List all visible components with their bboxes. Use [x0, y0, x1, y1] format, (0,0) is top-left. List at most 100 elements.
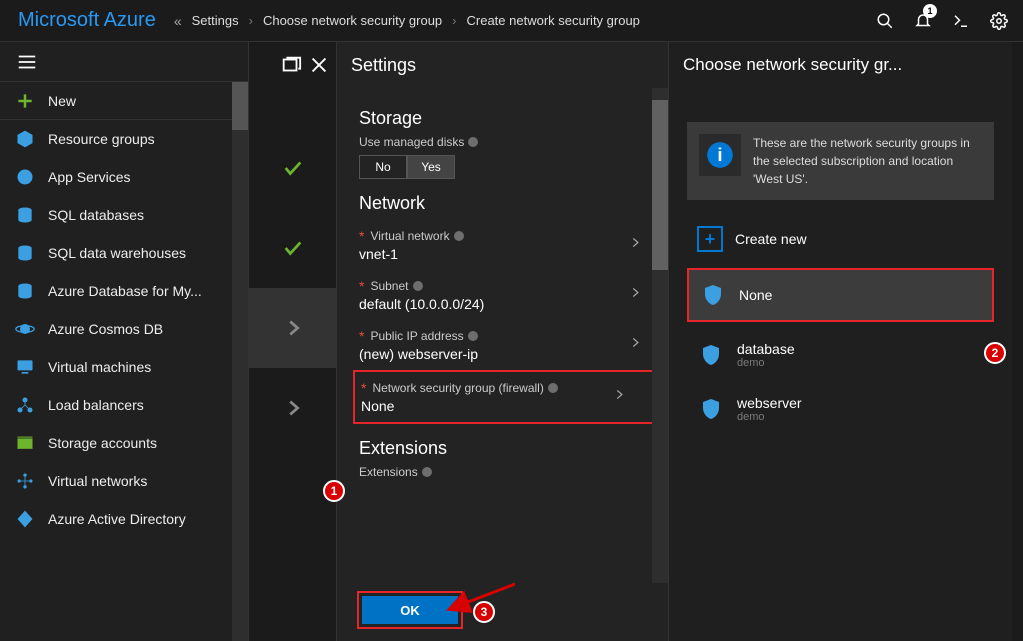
database-icon	[14, 204, 36, 226]
close-icon[interactable]	[308, 54, 330, 76]
managed-disks-toggle[interactable]: No Yes	[359, 155, 668, 179]
field-nsg[interactable]: *Network security group (firewall) None	[361, 372, 652, 422]
sidebar-item-sql-dw[interactable]: SQL data warehouses	[0, 234, 248, 272]
blade-step-current[interactable]	[249, 288, 336, 368]
info-dot-icon[interactable]	[548, 383, 558, 393]
nsg-create-new[interactable]: + Create new	[687, 216, 994, 262]
sidebar-item-label: Load balancers	[48, 397, 144, 413]
nsg-blade: Choose network security gr... i These ar…	[668, 42, 1012, 641]
sidebar-item-aad[interactable]: Azure Active Directory	[0, 500, 248, 538]
sidebar-scrollbar[interactable]	[232, 82, 248, 641]
field-subnet[interactable]: *Subnet default (10.0.0.0/24)	[359, 270, 668, 320]
blade-header: Settings	[337, 42, 668, 88]
field-value: None	[361, 398, 632, 414]
cloud-shell-icon[interactable]	[943, 0, 979, 42]
breadcrumb-item[interactable]: Settings	[192, 13, 239, 28]
sidebar-item-virtual-networks[interactable]: Virtual networks	[0, 462, 248, 500]
sidebar-item-azure-db-mysql[interactable]: Azure Database for My...	[0, 272, 248, 310]
breadcrumb-collapse-icon[interactable]: «	[174, 13, 182, 29]
extensions-label: Extensions	[359, 465, 668, 479]
globe-icon	[14, 166, 36, 188]
sidebar-item-label: SQL databases	[48, 207, 144, 223]
sidebar-item-label: Azure Active Directory	[48, 511, 186, 527]
breadcrumb-item[interactable]: Create network security group	[467, 13, 640, 28]
sidebar-item-label: Azure Database for My...	[48, 283, 202, 299]
svg-text:i: i	[717, 144, 722, 165]
ok-button[interactable]: OK	[362, 596, 458, 624]
list-item-label: None	[739, 287, 772, 303]
annotation-badge-3: 3	[473, 601, 495, 623]
list-item-label: database	[737, 341, 795, 357]
sidebar-item-label: Storage accounts	[48, 435, 157, 451]
blade-title: Settings	[351, 55, 416, 76]
chevron-right-icon	[628, 236, 642, 255]
seg-yes[interactable]: Yes	[407, 155, 455, 179]
sidebar-item-label: Virtual machines	[48, 359, 151, 375]
blade-header: Choose network security gr...	[669, 42, 1012, 88]
blade-step-done[interactable]	[249, 128, 336, 208]
field-value: vnet-1	[359, 246, 648, 262]
annotation-highlight-1: *Network security group (firewall) None	[353, 370, 654, 424]
list-item-sub: demo	[737, 357, 795, 369]
plus-icon	[14, 90, 36, 112]
blade-step-next[interactable]	[249, 368, 336, 448]
sidebar-item-resource-groups[interactable]: Resource groups	[0, 120, 248, 158]
sidebar-item-sql-databases[interactable]: SQL databases	[0, 196, 248, 234]
sidebar-item-new[interactable]: New	[0, 82, 248, 120]
section-network: Network	[359, 193, 668, 214]
notifications-icon[interactable]: 1	[905, 0, 941, 42]
brand[interactable]: Microsoft Azure	[0, 9, 174, 32]
info-dot-icon[interactable]	[422, 467, 432, 477]
field-vnet[interactable]: *Virtual network vnet-1	[359, 220, 668, 270]
annotation-badge-1: 1	[323, 480, 345, 502]
sidebar-item-label: App Services	[48, 169, 130, 185]
settings-body: Storage Use managed disks No Yes Network…	[337, 88, 668, 583]
top-bar: Microsoft Azure « Settings › Choose netw…	[0, 0, 1023, 42]
info-icon: i	[699, 134, 741, 176]
sidebar-item-label: New	[48, 93, 76, 109]
settings-scrollbar[interactable]	[652, 88, 668, 583]
nsg-item-none[interactable]: None	[687, 268, 994, 322]
info-dot-icon[interactable]	[454, 231, 464, 241]
blade-title: Choose network security gr...	[683, 55, 902, 75]
top-actions: 1	[867, 0, 1023, 42]
seg-no[interactable]: No	[359, 155, 407, 179]
database-icon	[14, 280, 36, 302]
info-dot-icon[interactable]	[413, 281, 423, 291]
sidebar-item-storage-accounts[interactable]: Storage accounts	[0, 424, 248, 462]
info-dot-icon[interactable]	[468, 331, 478, 341]
sidebar-item-app-services[interactable]: App Services	[0, 158, 248, 196]
restore-icon[interactable]	[280, 54, 302, 76]
chevron-right-icon	[628, 286, 642, 305]
diamond-icon	[14, 508, 36, 530]
chevron-right-icon	[612, 388, 626, 407]
chevron-right-icon: ›	[452, 13, 456, 28]
breadcrumb-item[interactable]: Choose network security group	[263, 13, 442, 28]
gear-icon[interactable]	[981, 0, 1017, 42]
collapsed-blade	[248, 42, 336, 641]
network-icon	[14, 470, 36, 492]
sidebar-item-cosmos-db[interactable]: Azure Cosmos DB	[0, 310, 248, 348]
chevron-right-icon: ›	[249, 13, 253, 28]
load-balancer-icon	[14, 394, 36, 416]
section-extensions: Extensions	[359, 438, 668, 459]
shield-icon	[699, 281, 727, 309]
field-public-ip[interactable]: *Public IP address (new) webserver-ip	[359, 320, 668, 370]
nsg-item-database[interactable]: database demo	[687, 328, 994, 382]
field-value: default (10.0.0.0/24)	[359, 296, 648, 312]
blade-step-done[interactable]	[249, 208, 336, 288]
sidebar-item-virtual-machines[interactable]: Virtual machines	[0, 348, 248, 386]
sidebar-item-load-balancers[interactable]: Load balancers	[0, 386, 248, 424]
chevron-right-icon	[628, 336, 642, 355]
nsg-item-webserver[interactable]: webserver demo	[687, 382, 994, 436]
info-text: These are the network security groups in…	[753, 134, 982, 188]
database-icon	[14, 242, 36, 264]
list-item-label: Create new	[735, 231, 807, 247]
info-dot-icon[interactable]	[468, 137, 478, 147]
notification-badge: 1	[923, 4, 937, 18]
search-icon[interactable]	[867, 0, 903, 42]
hamburger-icon[interactable]	[0, 42, 248, 82]
sidebar-item-label: Azure Cosmos DB	[48, 321, 163, 337]
sidebar-nav: New Resource groups App Services SQL dat…	[0, 82, 248, 641]
sidebar-item-label: SQL data warehouses	[48, 245, 186, 261]
